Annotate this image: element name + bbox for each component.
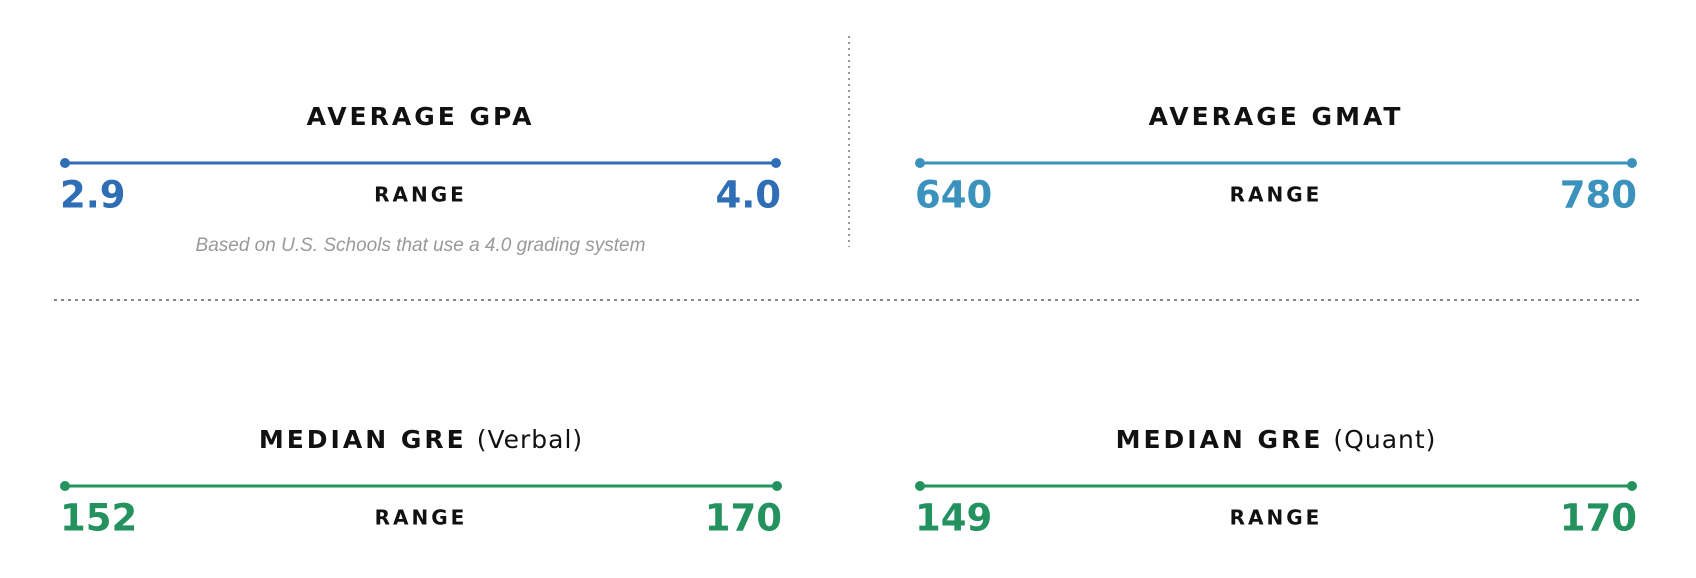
range-label: RANGE xyxy=(1230,506,1323,530)
panel-note: Based on U.S. Schools that use a 4.0 gra… xyxy=(196,235,646,256)
title-qualifier: (Quant) xyxy=(1333,425,1436,454)
title-main: AVERAGE GPA xyxy=(307,102,535,131)
title-main: MEDIAN GRE xyxy=(1116,425,1324,454)
panel-title: AVERAGE GPA xyxy=(307,102,535,131)
range-min: 149 xyxy=(915,497,992,540)
range-endpoint xyxy=(60,158,70,168)
range-max: 4.0 xyxy=(715,174,781,217)
range-endpoint xyxy=(772,481,782,491)
range-min: 640 xyxy=(915,174,992,217)
range-min: 152 xyxy=(60,497,137,540)
range-endpoint xyxy=(915,158,925,168)
panel-title: MEDIAN GRE (Quant) xyxy=(1116,425,1437,454)
title-main: MEDIAN GRE xyxy=(259,425,467,454)
range-min: 2.9 xyxy=(60,174,126,217)
range-max: 780 xyxy=(1560,174,1637,217)
range-label: RANGE xyxy=(375,506,468,530)
range-label: RANGE xyxy=(374,183,467,207)
panel-title: AVERAGE GMAT xyxy=(1149,102,1404,131)
panel-title: MEDIAN GRE (Verbal) xyxy=(259,425,583,454)
title-qualifier: (Verbal) xyxy=(477,425,583,454)
range-endpoint xyxy=(771,158,781,168)
range-max: 170 xyxy=(1560,497,1637,540)
range-label: RANGE xyxy=(1230,183,1323,207)
range-max: 170 xyxy=(705,497,782,540)
range-endpoint xyxy=(915,481,925,491)
range-endpoint xyxy=(1627,158,1637,168)
range-endpoint xyxy=(60,481,70,491)
title-main: AVERAGE GMAT xyxy=(1149,102,1404,131)
range-endpoint xyxy=(1627,481,1637,491)
